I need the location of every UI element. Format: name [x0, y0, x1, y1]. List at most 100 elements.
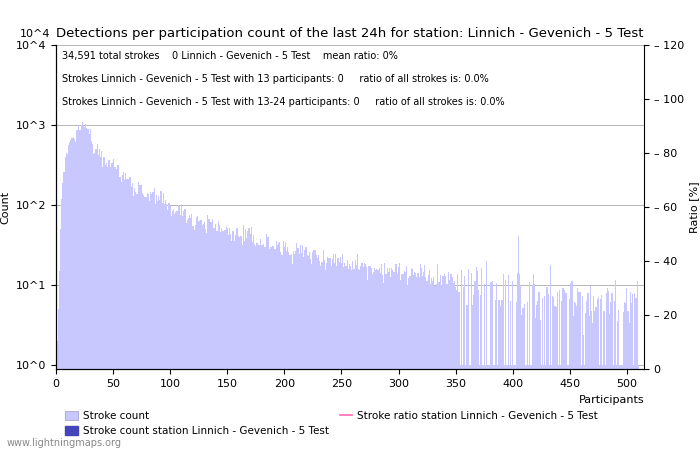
- Bar: [270, 248, 271, 450]
- Bar: [547, 293, 549, 450]
- Bar: [510, 301, 511, 450]
- Bar: [392, 270, 393, 450]
- Bar: [535, 318, 536, 450]
- Title: Detections per participation count of the last 24h for station: Linnich - Geveni: Detections per participation count of th…: [56, 27, 644, 40]
- Bar: [156, 195, 157, 450]
- Bar: [148, 194, 149, 450]
- Bar: [85, 124, 86, 450]
- Bar: [190, 218, 191, 450]
- Bar: [115, 167, 116, 450]
- Bar: [584, 365, 585, 450]
- Bar: [359, 270, 360, 450]
- Bar: [246, 238, 247, 450]
- Bar: [147, 193, 148, 450]
- Bar: [144, 197, 146, 450]
- Bar: [506, 365, 507, 450]
- Bar: [252, 243, 253, 450]
- Bar: [106, 163, 107, 450]
- Bar: [365, 264, 366, 450]
- Bar: [544, 296, 545, 450]
- Bar: [573, 315, 574, 450]
- Bar: [97, 144, 98, 450]
- Bar: [150, 192, 151, 450]
- Bar: [268, 237, 269, 450]
- Bar: [220, 232, 221, 450]
- Bar: [78, 125, 79, 450]
- Bar: [486, 261, 487, 450]
- Bar: [184, 209, 186, 450]
- Text: 10^4: 10^4: [20, 28, 50, 39]
- Bar: [214, 228, 216, 450]
- Bar: [460, 365, 461, 450]
- Bar: [397, 274, 398, 450]
- Bar: [354, 269, 355, 450]
- Bar: [502, 301, 503, 450]
- Bar: [64, 157, 66, 450]
- Bar: [343, 267, 344, 450]
- Bar: [135, 192, 136, 450]
- Bar: [262, 245, 263, 450]
- Bar: [326, 263, 327, 450]
- Bar: [260, 239, 261, 450]
- Bar: [373, 272, 374, 450]
- Bar: [554, 306, 556, 450]
- Bar: [566, 293, 567, 450]
- Bar: [638, 365, 639, 450]
- Bar: [587, 293, 589, 450]
- Bar: [118, 165, 120, 450]
- Bar: [241, 245, 243, 450]
- Bar: [386, 268, 388, 450]
- Bar: [327, 257, 328, 450]
- Bar: [559, 290, 560, 450]
- Bar: [172, 211, 173, 450]
- Bar: [259, 245, 260, 450]
- Bar: [325, 270, 326, 450]
- Bar: [454, 281, 455, 450]
- Bar: [239, 237, 240, 450]
- Bar: [475, 267, 477, 450]
- Bar: [254, 244, 256, 450]
- Bar: [298, 248, 299, 450]
- Bar: [407, 285, 408, 450]
- Bar: [256, 243, 258, 450]
- Bar: [158, 196, 160, 450]
- Bar: [155, 204, 156, 450]
- Bar: [560, 365, 561, 450]
- Bar: [125, 173, 126, 450]
- Bar: [591, 311, 592, 450]
- Bar: [430, 284, 431, 450]
- Bar: [471, 273, 472, 450]
- Bar: [357, 254, 358, 450]
- Bar: [234, 235, 236, 450]
- Bar: [438, 282, 439, 450]
- Bar: [229, 228, 230, 450]
- Bar: [601, 295, 602, 450]
- Bar: [200, 220, 202, 450]
- Bar: [142, 194, 144, 450]
- Bar: [478, 290, 479, 450]
- Bar: [296, 243, 297, 450]
- Bar: [228, 235, 229, 450]
- Bar: [398, 267, 399, 450]
- Bar: [593, 296, 594, 450]
- Bar: [236, 229, 237, 450]
- Bar: [171, 216, 172, 450]
- Bar: [221, 228, 222, 450]
- Bar: [337, 258, 339, 450]
- Bar: [400, 279, 401, 450]
- Bar: [196, 217, 197, 450]
- Bar: [632, 294, 634, 450]
- Bar: [457, 274, 458, 450]
- Bar: [333, 254, 334, 450]
- Bar: [107, 166, 108, 450]
- Bar: [213, 228, 214, 450]
- Bar: [182, 216, 183, 450]
- Bar: [176, 211, 178, 450]
- Bar: [294, 254, 295, 450]
- Bar: [585, 313, 587, 450]
- Bar: [207, 215, 209, 450]
- Bar: [80, 125, 82, 450]
- Bar: [505, 280, 506, 450]
- Y-axis label: Count: Count: [0, 190, 10, 224]
- Bar: [163, 193, 164, 450]
